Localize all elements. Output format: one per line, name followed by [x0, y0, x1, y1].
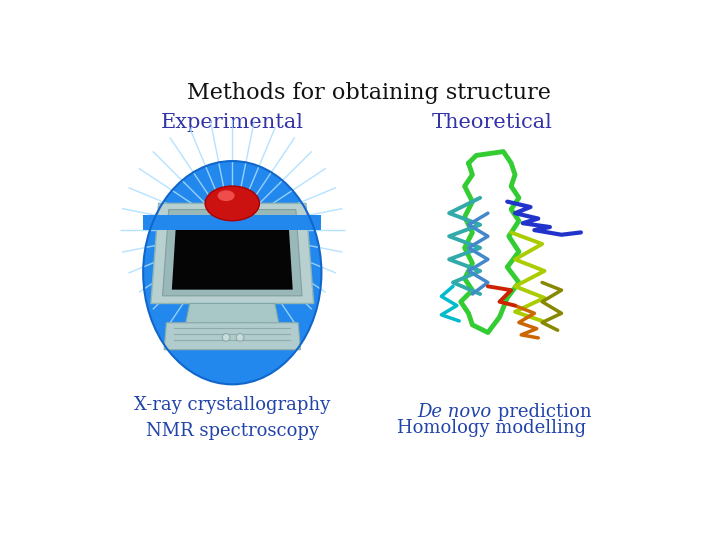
- Circle shape: [222, 334, 230, 341]
- Ellipse shape: [143, 161, 321, 384]
- Polygon shape: [172, 215, 293, 289]
- Text: Methods for obtaining structure: Methods for obtaining structure: [187, 82, 551, 104]
- Circle shape: [236, 334, 244, 341]
- Bar: [143, 215, 321, 231]
- Text: prediction: prediction: [492, 403, 591, 421]
- Polygon shape: [176, 215, 288, 226]
- Text: X-ray crystallography
NMR spectroscopy: X-ray crystallography NMR spectroscopy: [134, 396, 330, 441]
- Polygon shape: [186, 303, 279, 323]
- Text: Experimental: Experimental: [161, 113, 304, 132]
- Polygon shape: [163, 210, 302, 296]
- Ellipse shape: [205, 186, 259, 221]
- Text: De novo: De novo: [418, 403, 492, 421]
- Polygon shape: [164, 323, 300, 350]
- Ellipse shape: [217, 190, 235, 201]
- Text: Theoretical: Theoretical: [431, 113, 552, 132]
- Polygon shape: [151, 204, 314, 303]
- Text: Homology modelling: Homology modelling: [397, 419, 586, 437]
